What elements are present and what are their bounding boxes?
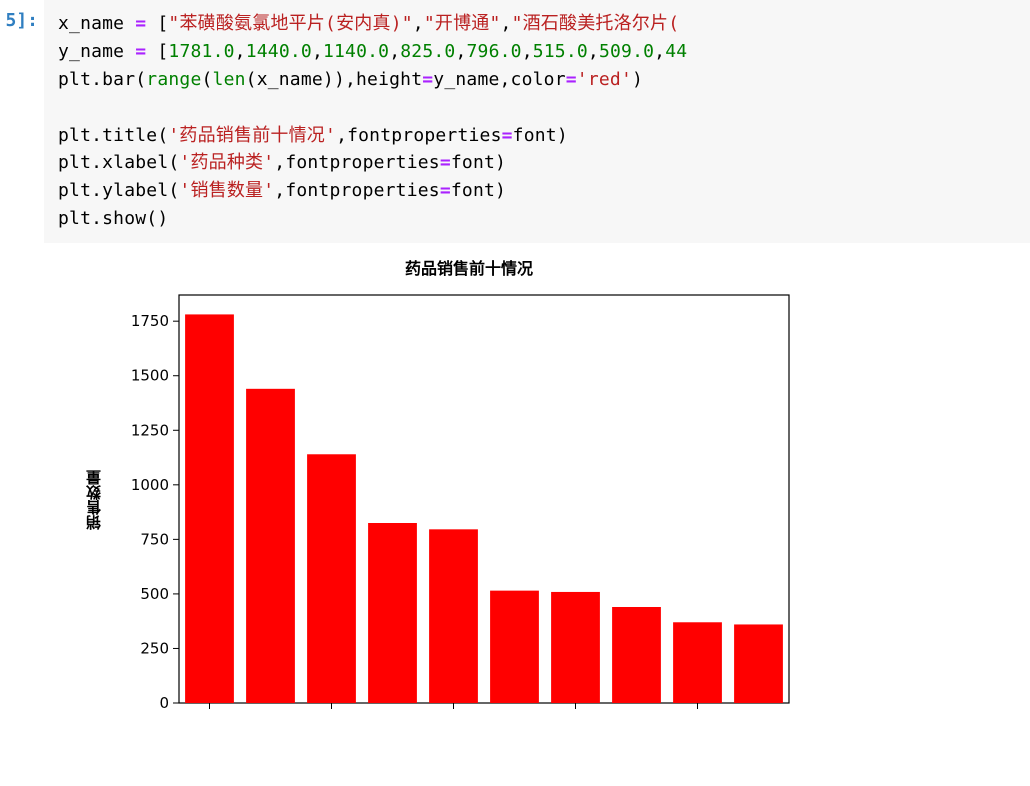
code-token: 1440.0 [246,41,312,62]
code-token: y_name [58,41,124,62]
ytick-label: 500 [140,585,169,603]
code-token: = [440,180,451,201]
code-token: ( [201,69,212,90]
code-token: 509.0 [599,41,654,62]
code-token: font) [513,125,568,146]
code-token: font) [451,180,506,201]
ytick-label: 250 [140,640,169,658]
code-token: , [501,13,512,34]
code-token: [ [157,41,168,62]
code-token: , [389,41,400,62]
chart-container: 药品销售前十情况 销售数量 0 250 500 750 1000 1250 1500 1750 [44,255,809,715]
code-token: , [312,41,323,62]
bar [307,454,356,703]
code-token: '药品销售前十情况' [168,125,336,146]
ytick-label: 1500 [131,367,169,385]
ytick-label: 1000 [131,476,169,494]
code-token: "苯磺酸氨氯地平片(安内真)" [168,13,412,34]
bar [490,591,539,703]
bar [673,622,722,703]
ytick-label: 1750 [131,312,169,330]
bar [368,523,417,703]
ytick-label: 1250 [131,421,169,439]
code-token: range [146,69,201,90]
input-prompt: 5]: [0,0,44,31]
code-token: = [566,69,577,90]
code-token: plt.xlabel( [58,152,179,173]
code-token: ) [632,69,643,90]
code-token: x_name [58,13,124,34]
code-token: = [422,69,433,90]
chart-ylabel: 销售数量 [84,470,105,530]
code-token: , [588,41,599,62]
code-token: 'red' [577,69,632,90]
code-token: plt.ylabel( [58,180,179,201]
code-cell: 5]: x_name = ["苯磺酸氨氯地平片(安内真)","开博通","酒石酸… [0,0,1030,243]
code-token: , [455,41,466,62]
code-token: ,fontproperties [274,180,440,201]
code-token: (x_name)),height [246,69,423,90]
code-token: 44 [665,41,687,62]
output-spacer [0,255,44,715]
code-token: , [522,41,533,62]
code-token: ,fontproperties [274,152,440,173]
chart-body: 销售数量 0 250 500 750 1000 1250 1500 1750 [84,285,809,715]
code-token: 796.0 [467,41,522,62]
code-token: plt.title( [58,125,168,146]
code-token: font) [451,152,506,173]
bar [734,625,783,704]
code-token: = [440,152,451,173]
code-token: 515.0 [533,41,588,62]
code-token: plt.show() [58,208,168,229]
code-token: = [502,125,513,146]
bar-chart: 0 250 500 750 1000 1250 1500 1750 [109,285,809,715]
code-token: "开博通" [424,13,501,34]
code-token: "酒石酸美托洛尔片( [512,13,680,34]
bar [612,607,661,703]
bar [551,592,600,703]
bar [429,529,478,703]
bar [246,389,295,703]
code-token: = [135,41,146,62]
chart-title: 药品销售前十情况 [84,255,784,279]
ytick-label: 750 [140,530,169,548]
code-token: '药品种类' [179,152,274,173]
code-token: 1140.0 [323,41,389,62]
code-token: , [235,41,246,62]
code-token: ,fontproperties [336,125,502,146]
ytick-label: 0 [159,694,169,712]
code-token: 825.0 [400,41,455,62]
code-input[interactable]: x_name = ["苯磺酸氨氯地平片(安内真)","开博通","酒石酸美托洛尔… [44,0,1030,243]
code-token: plt.bar( [58,69,146,90]
code-token: y_name,color [433,69,565,90]
code-token: '销售数量' [179,180,274,201]
output-area: 药品销售前十情况 销售数量 0 250 500 750 1000 1250 1500 1750 [0,243,1030,715]
code-token: , [413,13,424,34]
code-token: , [654,41,665,62]
code-token: [ [157,13,168,34]
code-token: = [135,13,146,34]
code-token: len [213,69,246,90]
code-token: 1781.0 [168,41,234,62]
bar [185,315,234,704]
